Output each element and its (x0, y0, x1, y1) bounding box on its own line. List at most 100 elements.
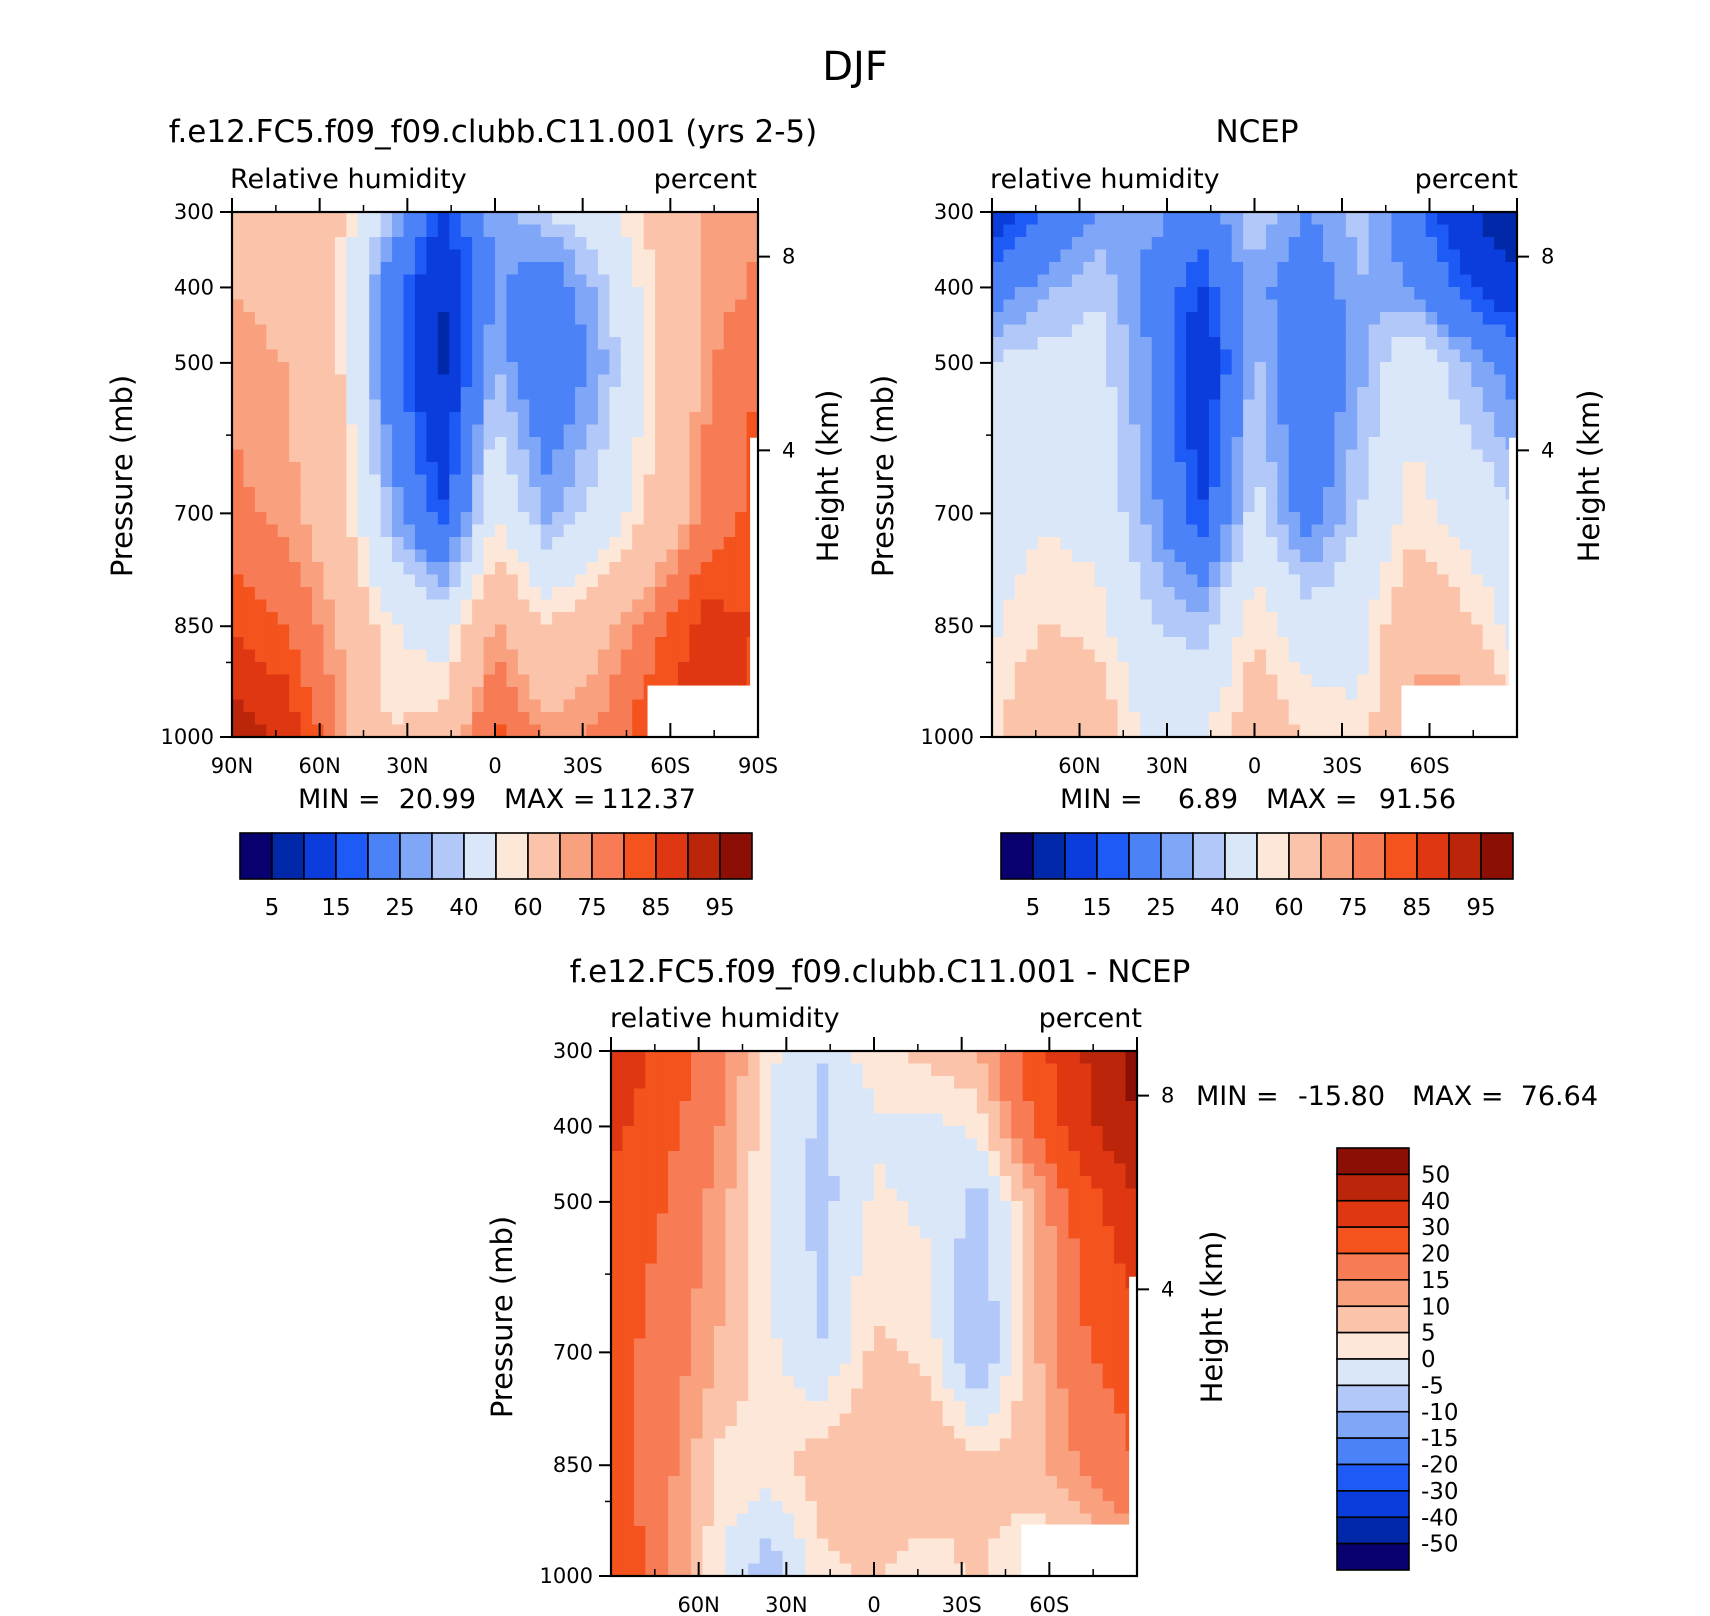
field-cell (748, 1226, 761, 1240)
field-cell (597, 512, 610, 526)
field-cell (1037, 287, 1050, 301)
field-cell (611, 1251, 624, 1265)
field-cell (346, 362, 359, 376)
field-cell (1003, 512, 1016, 526)
field-cell (679, 1313, 692, 1327)
field-cell (483, 699, 496, 713)
field-cell (1163, 437, 1176, 451)
field-cell (679, 1401, 692, 1415)
field-cell (1026, 337, 1039, 351)
field-cell (609, 649, 622, 663)
field-cell (1459, 512, 1472, 526)
field-cell (597, 537, 610, 551)
field-cell (1208, 699, 1221, 713)
y2-axis-label: Height (km) (811, 390, 845, 563)
field-cell (506, 549, 519, 563)
field-cell (1049, 724, 1062, 738)
field-cell (1402, 512, 1415, 526)
field-cell (759, 1426, 772, 1440)
field-cell (254, 424, 267, 438)
field-cell (992, 374, 1005, 388)
field-cell (460, 324, 473, 338)
field-cell (1163, 474, 1176, 488)
field-cell (1117, 712, 1130, 726)
field-cell (691, 1226, 704, 1240)
field-cell (1208, 437, 1221, 451)
field-cell (1345, 237, 1358, 251)
field-cell (1334, 362, 1347, 376)
field-cell (712, 674, 725, 688)
field-cell (1243, 249, 1256, 263)
field-cell (816, 1501, 829, 1515)
field-cell (1414, 337, 1427, 351)
field-cell (656, 1551, 669, 1565)
field-cell (666, 412, 679, 426)
field-cell (1026, 712, 1039, 726)
field-cell (312, 449, 325, 463)
field-cell (517, 637, 530, 651)
field-cell (426, 362, 439, 376)
field-cell (1471, 674, 1484, 688)
field-cell (289, 324, 302, 338)
field-cell (1300, 312, 1313, 326)
field-cell (691, 1313, 704, 1327)
field-cell (805, 1138, 818, 1152)
field-cell (622, 1076, 635, 1090)
colorbar-label: 25 (385, 895, 414, 921)
field-cell (380, 637, 393, 651)
field-cell (334, 249, 347, 263)
field-cell (1368, 249, 1381, 263)
field-cell (1163, 724, 1176, 738)
field-cell (1151, 649, 1164, 663)
field-cell (1254, 424, 1267, 438)
field-cell (655, 487, 668, 501)
field-cell (437, 624, 450, 638)
field-cell (586, 587, 599, 601)
field-cell (689, 349, 702, 363)
colorbar-label: 15 (1082, 895, 1111, 921)
field-cell (403, 237, 416, 251)
field-cell (736, 1338, 749, 1352)
field-cell (289, 562, 302, 576)
field-cell (1311, 287, 1324, 301)
field-cell (1357, 424, 1370, 438)
field-cell (1357, 374, 1370, 388)
field-cell (689, 549, 702, 563)
field-cell (529, 312, 542, 326)
field-cell (460, 724, 473, 738)
field-cell (748, 1426, 761, 1440)
field-cell (679, 1288, 692, 1302)
field-cell (1060, 587, 1073, 601)
field-cell (1265, 462, 1278, 476)
field-cell (334, 487, 347, 501)
field-cell (540, 662, 553, 676)
field-cell (1106, 374, 1119, 388)
field-cell (1117, 249, 1130, 263)
field-cell (1322, 637, 1335, 651)
field-cell (277, 262, 290, 276)
field-cell (632, 499, 645, 513)
field-cell (1254, 562, 1267, 576)
field-cell (1277, 612, 1290, 626)
field-cell (609, 624, 622, 638)
field-cell (403, 537, 416, 551)
field-cell (346, 237, 359, 251)
field-cell (426, 287, 439, 301)
field-cell (713, 1101, 726, 1115)
field-cell (702, 1076, 715, 1090)
field-cell (1094, 349, 1107, 363)
field-cell (266, 712, 279, 726)
field-cell (597, 274, 610, 288)
field-cell (759, 1051, 772, 1065)
field-cell (300, 349, 313, 363)
field-cell (633, 1301, 646, 1315)
field-cell (1243, 662, 1256, 676)
field-cell (1345, 562, 1358, 576)
field-cell (357, 612, 370, 626)
field-cell (1049, 374, 1062, 388)
field-cell (793, 1313, 806, 1327)
field-cell (300, 649, 313, 663)
field-cell (668, 1363, 681, 1377)
field-cell (1140, 237, 1153, 251)
field-cell (586, 299, 599, 313)
